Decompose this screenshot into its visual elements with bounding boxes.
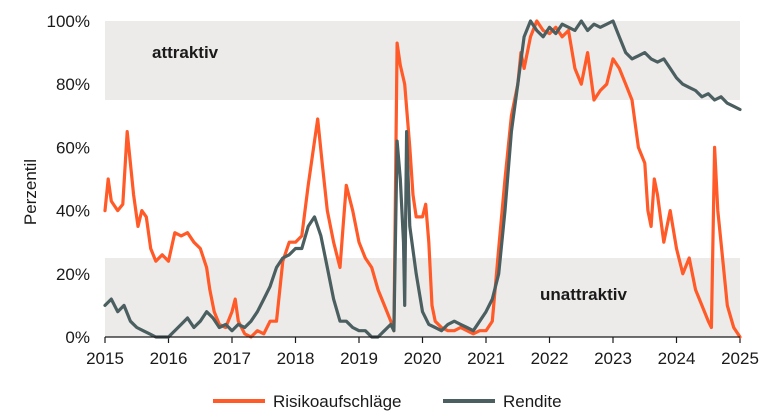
band-label-attraktiv: attraktiv <box>152 43 219 62</box>
y-tick-label: 80% <box>56 75 90 94</box>
band-attraktiv <box>105 21 740 100</box>
legend-label: Risikoaufschläge <box>273 392 402 411</box>
legend-label: Rendite <box>503 392 562 411</box>
x-tick-label: 2025 <box>721 349 759 368</box>
series-lines <box>103 19 742 339</box>
y-axis-label: Perzentil <box>21 159 40 225</box>
y-tick-label: 60% <box>56 138 90 157</box>
x-tick-label: 2021 <box>467 349 505 368</box>
band-label-unattraktiv: unattraktiv <box>540 285 627 304</box>
x-tick-label: 2019 <box>340 349 378 368</box>
x-axis-ticks: 2015 2016 2017 2018 2019 2020 2021 2022 2023 2024… <box>86 337 759 368</box>
band-unattraktiv <box>105 258 740 337</box>
y-tick-label: 40% <box>56 202 90 221</box>
y-tick-label: 100% <box>47 12 90 31</box>
x-tick-label: 2018 <box>277 349 315 368</box>
x-tick-label: 2024 <box>658 349 696 368</box>
y-axis-ticks: 0% 20% 40% 60% 80% 100% <box>47 12 90 347</box>
x-tick-label: 2022 <box>531 349 569 368</box>
x-tick-label: 2017 <box>213 349 251 368</box>
series-line-rendite <box>103 19 742 339</box>
x-tick-label: 2020 <box>404 349 442 368</box>
y-tick-label: 20% <box>56 265 90 284</box>
x-tick-label: 2015 <box>86 349 124 368</box>
series-line-risikoaufschlaege <box>103 19 742 339</box>
x-tick-label: 2023 <box>594 349 632 368</box>
x-tick-label: 2016 <box>150 349 188 368</box>
legend: Risikoaufschläge Rendite <box>213 392 562 411</box>
plot-bands <box>105 21 740 337</box>
y-tick-label: 0% <box>65 328 90 347</box>
